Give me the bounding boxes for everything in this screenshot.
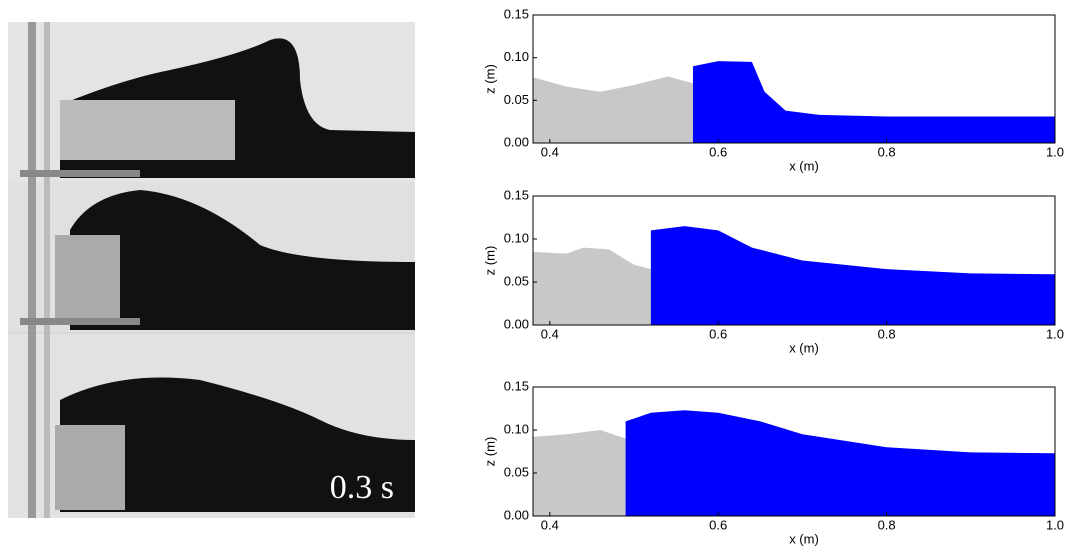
y-axis-label: z (m) <box>482 437 497 467</box>
y-tick-label: 0.15 <box>504 378 529 393</box>
y-tick-label: 0.15 <box>504 187 529 202</box>
y-tick-label: 0.15 <box>504 6 529 21</box>
chart: 0.00 0.05 0.10 0.15 0.4 0.6 0.8 1.0 x (m) z (m) <box>482 378 1064 546</box>
y-tick-label: 0.10 <box>504 230 529 245</box>
x-tick-label: 0.8 <box>878 326 896 341</box>
area <box>650 226 1055 325</box>
chart: 0.00 0.05 0.10 0.15 0.4 0.6 0.8 1.0 x (m) z (m) <box>482 187 1064 355</box>
x-tick-label: 0.8 <box>878 517 896 532</box>
area <box>533 430 626 516</box>
y-tick-label: 0.00 <box>504 507 529 522</box>
plot-frame <box>532 195 1056 326</box>
photo-label: 0.3 s <box>330 469 394 506</box>
y-tick-label: 0.05 <box>504 464 529 479</box>
y-tick-label: 0.00 <box>504 316 529 331</box>
x-axis-label: x (m) <box>789 340 819 355</box>
x-axis-label: x (m) <box>789 158 819 173</box>
y-tick-label: 0.10 <box>504 49 529 64</box>
area <box>625 410 1055 516</box>
x-tick-label: 0.4 <box>541 144 559 159</box>
x-tick-label: 0.6 <box>709 517 727 532</box>
x-tick-label: 0.6 <box>709 144 727 159</box>
x-tick-label: 0.8 <box>878 144 896 159</box>
y-tick-label: 0.00 <box>504 134 529 149</box>
x-tick-label: 1.0 <box>1046 517 1064 532</box>
y-axis-label: z (m) <box>482 64 497 94</box>
y-tick-label: 0.05 <box>504 92 529 107</box>
area <box>692 61 1055 143</box>
area <box>533 247 651 325</box>
y-tick-label: 0.05 <box>504 273 529 288</box>
y-tick-label: 0.10 <box>504 421 529 436</box>
x-tick-label: 1.0 <box>1046 144 1064 159</box>
x-tick-label: 1.0 <box>1046 326 1064 341</box>
x-tick-label: 0.6 <box>709 326 727 341</box>
x-axis-label: x (m) <box>789 531 819 546</box>
photo: 0.3 s <box>8 22 415 518</box>
area <box>533 76 693 143</box>
y-axis-label: z (m) <box>482 246 497 276</box>
plot-frame <box>532 14 1056 144</box>
x-tick-label: 0.4 <box>541 517 559 532</box>
x-tick-label: 0.4 <box>541 326 559 341</box>
plot-frame <box>532 386 1056 517</box>
chart: 0.00 0.05 0.10 0.15 0.4 0.6 0.8 1.0 x (m) z (m) <box>482 6 1064 173</box>
